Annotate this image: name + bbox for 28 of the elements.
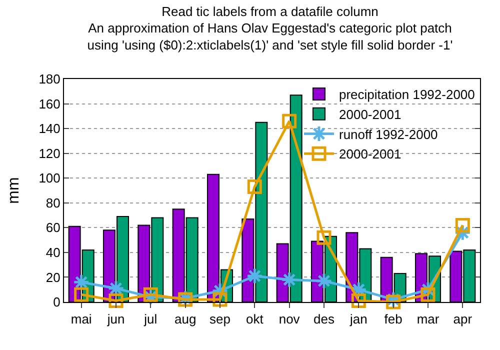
x-tick-label: jun [106, 312, 125, 327]
legend-label: precipitation 1992-2000 [339, 87, 475, 102]
legend-label: runoff 1992-2000 [339, 126, 438, 142]
y-tick-label: 0 [53, 294, 60, 310]
x-tick-label: des [314, 312, 335, 327]
y-axis-title: mm [6, 177, 23, 204]
legend-label: 2000-2001 [339, 146, 402, 162]
y-tick-label: 80 [46, 195, 60, 210]
y-tick-label: 100 [38, 170, 60, 186]
y-tick-label: 120 [38, 146, 60, 161]
x-tick-label: jul [143, 312, 158, 327]
y-tick-label: 180 [38, 72, 60, 87]
y-tick-label: 60 [46, 220, 60, 236]
x-tick-label: feb [384, 312, 402, 327]
x-tick-label: okt [246, 312, 264, 327]
x-tick-label: apr [453, 312, 473, 327]
x-tick-label: mar [416, 312, 440, 327]
legend-label: 2000-2001 [339, 106, 402, 122]
x-tick-label: sep [210, 312, 230, 327]
x-tick-label: jan [348, 312, 368, 327]
y-tick-label: 140 [38, 121, 60, 136]
x-tick-label: nov [278, 312, 300, 327]
y-tick-label: 160 [38, 96, 60, 112]
chart-title: Read tic labels from a datafile column An approximation of Hans Olav Eggestad's categoric plot patch using 'using ($0):2:xticlabels(1)' and 'set style fill solid border -1' [87, 4, 453, 53]
x-tick-label: aug [174, 312, 196, 327]
y-tick-label: 40 [46, 244, 60, 260]
y-tick-label: 20 [46, 270, 60, 285]
x-tick-label: mai [70, 312, 92, 327]
